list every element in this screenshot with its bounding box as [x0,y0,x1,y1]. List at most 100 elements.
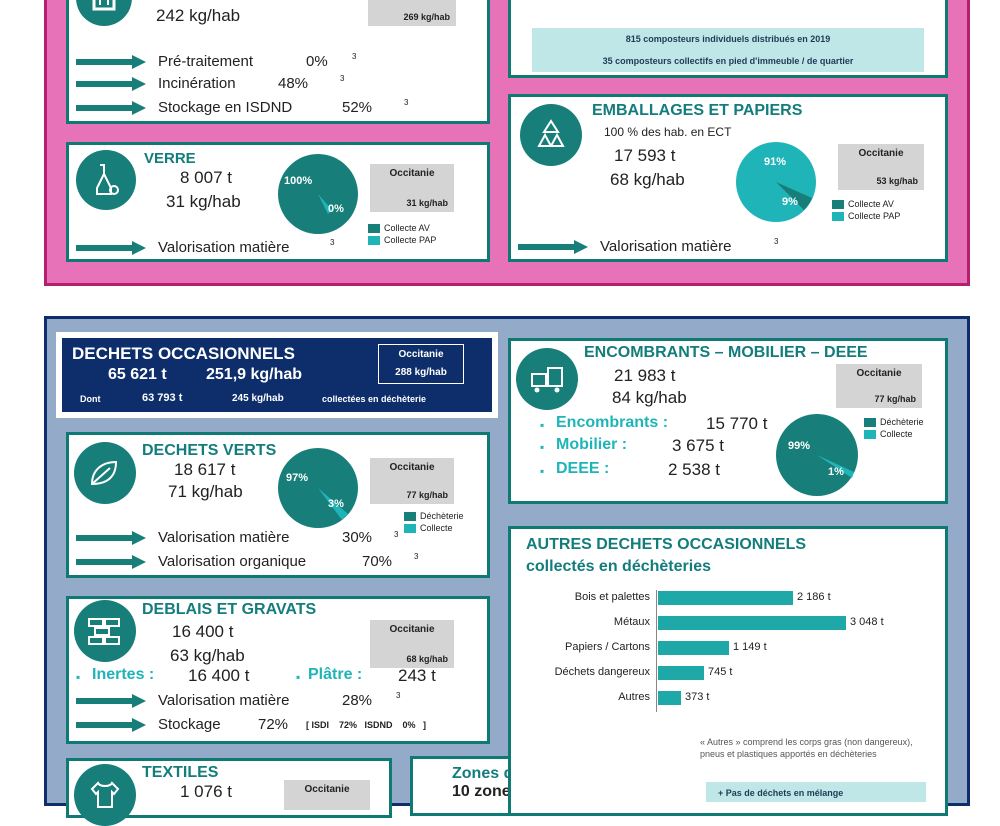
legend-label: Collecte PAP [848,211,901,221]
omr-sup: 3 [352,52,357,61]
bar-value-label: 1 149 t [733,641,767,653]
gravats-title: DEBLAIS ET GRAVATS [142,601,317,618]
encombrants-bullet: ▪ [540,440,545,454]
gravats-platre-label: Plâtre : [308,666,363,683]
textiles-occitanie-box: Occitanie [284,780,370,810]
autres-note: « Autres » comprend les corps gras (non … [700,737,913,759]
encombrants-bullet: ▪ [540,418,545,432]
occasionnels-occitanie-value: 288 kg/hab [395,367,447,378]
legend-label: Collecte [880,429,913,439]
verre-valorisation: Valorisation matière [158,239,290,256]
verre-kg: 31 kg/hab [166,192,241,211]
emballages-pie [736,142,816,222]
verts-valo2-label: Valorisation organique [158,553,307,570]
textiles-tonnes: 1 076 t [180,782,232,801]
legend-label: Déchèterie [420,511,464,521]
autres-title1: AUTRES DECHETS OCCASIONNELS [526,536,807,553]
encombrants-title: ENCOMBRANTS – MOBILIER – DEEE [584,344,868,361]
omr-sup: 3 [340,74,345,83]
verre-sup: 3 [330,238,335,247]
legend-label: Collecte AV [848,199,894,209]
compost-info: 815 composteurs individuels distribués e… [532,28,924,72]
encombrants-enc-value: 15 770 t [706,414,768,433]
verts-valo1-label: Valorisation matière [158,529,290,546]
encombrants-deee-label: DEEE : [556,460,610,477]
gravats-panel [66,596,490,744]
gravats-bullet: ▪ [296,670,301,684]
occasionnels-title: DECHETS OCCASIONNELS [72,344,295,363]
arrow-icon [76,77,146,91]
chart-axis [656,590,657,712]
arrow-icon [76,694,146,708]
gravats-tonnes: 16 400 t [172,622,234,641]
furniture-icon [516,348,578,410]
occasionnels-occitanie-box: Occitanie 288 kg/hab [378,344,464,384]
encombrants-pie-label-b: 1% [828,466,844,478]
bar [658,591,793,605]
legend-label: Déchèterie [880,417,924,427]
bar-category-label: Autres [618,691,650,703]
verre-title: VERRE [144,150,196,167]
gravats-occitanie-title: Occitanie [389,624,435,635]
emballages-sup: 3 [774,237,779,246]
arrow-icon [76,555,146,569]
omr-occitanie-value: 269 kg/hab [403,12,450,22]
arrow-icon [76,718,146,732]
arrow-icon [76,241,146,255]
verre-legend: Collecte AV Collecte PAP [368,222,436,246]
gravats-valo-value: 28% [342,692,373,709]
verts-pie-label-a: 97% [286,472,309,484]
verts-legend: Déchèterie Collecte [404,510,464,534]
occasionnels-kg: 251,9 kg/hab [206,366,303,383]
emballages-panel [508,94,948,262]
compost-line2: 35 composteurs collectifs en pied d'imme… [602,56,854,66]
encombrants-occitanie-box: Occitanie 77 kg/hab [836,364,922,408]
verts-occitanie-title: Occitanie [389,462,435,473]
gravats-inertes-value: 16 400 t [188,666,250,685]
verts-pie-label-b: 3% [328,498,344,510]
bar-category-label: Métaux [613,616,650,628]
autres-note2: + Pas de déchets en mélange [718,788,844,798]
verre-pie [278,154,358,234]
gravats-kg: 63 kg/hab [170,646,245,665]
verts-valo2-value: 70% [362,553,393,570]
omr-sup: 3 [404,98,409,107]
autres-panel [508,526,948,816]
arrow-icon [76,101,146,115]
gravats-stockage-label: Stockage [158,716,221,733]
emballages-occitanie-title: Occitanie [858,148,904,159]
gravats-isdi: [ ISDI 72% ISDND 0% ] [306,720,427,730]
bar [658,641,729,655]
autres-note2-box: + Pas de déchets en mélange [706,782,926,802]
legend-label: Collecte [420,523,453,533]
bar-value-label: 745 t [708,666,733,678]
bar-value-label: 3 048 t [850,616,884,628]
occasionnels-tonnes: 65 621 t [108,366,167,383]
omr-occitanie-box: 269 kg/hab [368,0,456,26]
bar-value-label: 373 t [685,691,710,703]
occasionnels-occitanie-title: Occitanie [398,349,444,360]
gravats-platre-value: 243 t [398,666,436,685]
leaf-icon [74,442,136,504]
textiles-occitanie-title: Occitanie [304,784,350,795]
bar-category-label: Déchets dangereux [554,666,650,678]
arrow-icon [76,531,146,545]
emballages-valorisation: Valorisation matière [600,238,732,255]
encombrants-bullet: ▪ [540,464,545,478]
gravats-bullet: ▪ [76,670,81,684]
emballages-ect: 100 % des hab. en ECT [604,125,732,139]
legend-label: Collecte PAP [384,235,437,245]
bar-value-label: 2 186 t [797,591,831,603]
verts-tonnes: 18 617 t [174,460,236,479]
encombrants-legend: Déchèterie Collecte [864,416,924,440]
gravats-stockage-value: 72% [258,716,289,733]
tshirt-icon [74,764,136,826]
gravats-valo-label: Valorisation matière [158,692,290,709]
gravats-sup: 3 [396,691,401,700]
emballages-kg: 68 kg/hab [610,170,685,189]
occasionnels-dont: Dont [80,394,101,404]
bar-category-label: Bois et palettes [574,591,650,603]
verts-sup: 3 [394,530,399,539]
bar [658,666,704,680]
bottle-icon [76,150,136,210]
